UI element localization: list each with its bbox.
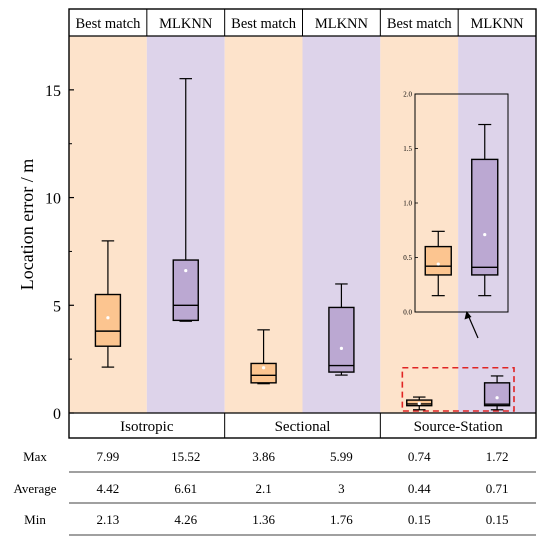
table-cell: 3 [338, 481, 345, 496]
plot-frame [68, 8, 537, 439]
y-axis-label: Location error / m [17, 159, 37, 290]
table-cell: 0.74 [408, 449, 431, 464]
sectional-best-match-box [250, 329, 277, 385]
best-match-band [380, 36, 459, 413]
mean-marker [184, 269, 188, 273]
inset-tick-label: 1.0 [403, 200, 412, 208]
inset-tick-label: 0.5 [403, 254, 412, 262]
table-cell: 0.15 [408, 512, 431, 527]
source-station-best-match-box [406, 396, 433, 411]
source-station-mlknn-box [483, 375, 511, 411]
inset-best-match-box [424, 230, 452, 297]
table-cell: 0.15 [486, 512, 509, 527]
mean-marker [436, 262, 440, 266]
group-label: Isotropic [120, 419, 174, 435]
table-cell: 2.13 [97, 512, 120, 527]
table-row-label: Min [24, 512, 46, 527]
zoom-region [401, 366, 515, 412]
method-header: MLKNN [315, 16, 369, 32]
table-cell: 3.86 [252, 449, 275, 464]
iqr-box [94, 293, 122, 347]
background-bands [69, 36, 536, 413]
inset-tick-label: 1.5 [403, 145, 412, 153]
table-cell: 1.36 [252, 512, 275, 527]
table-cell: 2.1 [255, 481, 271, 496]
sectional-mlknn-box [328, 283, 355, 376]
inset-tick-label: 0.0 [403, 309, 412, 317]
iqr-box [328, 306, 355, 373]
group-label: Source-Station [414, 419, 504, 435]
table-cell: 5.99 [330, 449, 353, 464]
mean-marker [339, 346, 344, 350]
inset-plot: 0.0 0.5 1.0 1.5 2.0 [403, 91, 509, 339]
table-cell: 4.26 [174, 512, 197, 527]
method-header: Best match [231, 16, 297, 32]
method-header: Best match [387, 16, 453, 32]
iqr-box [483, 382, 511, 407]
table-row-label: Average [13, 481, 56, 496]
table-cell: 1.76 [330, 512, 353, 527]
isotropic-mlknn-box [172, 78, 199, 322]
zoom-arrow-head [464, 311, 472, 320]
mean-marker [106, 316, 110, 320]
inset-mlknn-box [471, 123, 499, 297]
table-cell: 0.44 [408, 481, 431, 496]
stats-table: Max 7.99 15.52 3.86 5.99 0.74 1.72 Average 4.42 6… [13, 449, 536, 536]
isotropic-best-match-box [94, 240, 122, 368]
iqr-box [424, 245, 452, 276]
table-cell: 4.42 [97, 481, 120, 496]
table-row-label: Max [23, 449, 47, 464]
y-axis: 0 5 10 15 Location error / m [17, 83, 74, 423]
table-cell: 15.52 [171, 449, 200, 464]
zoom-highlight-box [401, 366, 515, 412]
boxes [94, 78, 511, 411]
mean-marker [417, 401, 421, 406]
mean-marker [261, 366, 266, 370]
mean-marker [483, 233, 487, 237]
iqr-box [250, 362, 277, 384]
table-cell: 7.99 [97, 449, 120, 464]
inset-tick-label: 2.0 [403, 91, 412, 99]
zoom-arrow-line [467, 314, 479, 339]
y-tick-label: 0 [53, 406, 61, 423]
group-label: Sectional [275, 419, 331, 435]
method-header: Best match [75, 16, 141, 32]
mean-marker [495, 396, 499, 400]
header-row: Best match MLKNN Best match MLKNN Best match… [75, 16, 524, 32]
method-header: MLKNN [159, 16, 213, 32]
table-cell: 1.72 [486, 449, 509, 464]
y-tick-label: 10 [45, 191, 61, 208]
group-label-row: Isotropic Sectional Source-Station [120, 419, 503, 435]
table-cell: 6.61 [174, 481, 197, 496]
table-cell: 0.71 [486, 481, 509, 496]
method-header: MLKNN [470, 16, 524, 32]
y-tick-label: 15 [45, 83, 61, 100]
y-tick-label: 5 [53, 298, 61, 315]
iqr-box [471, 158, 499, 276]
